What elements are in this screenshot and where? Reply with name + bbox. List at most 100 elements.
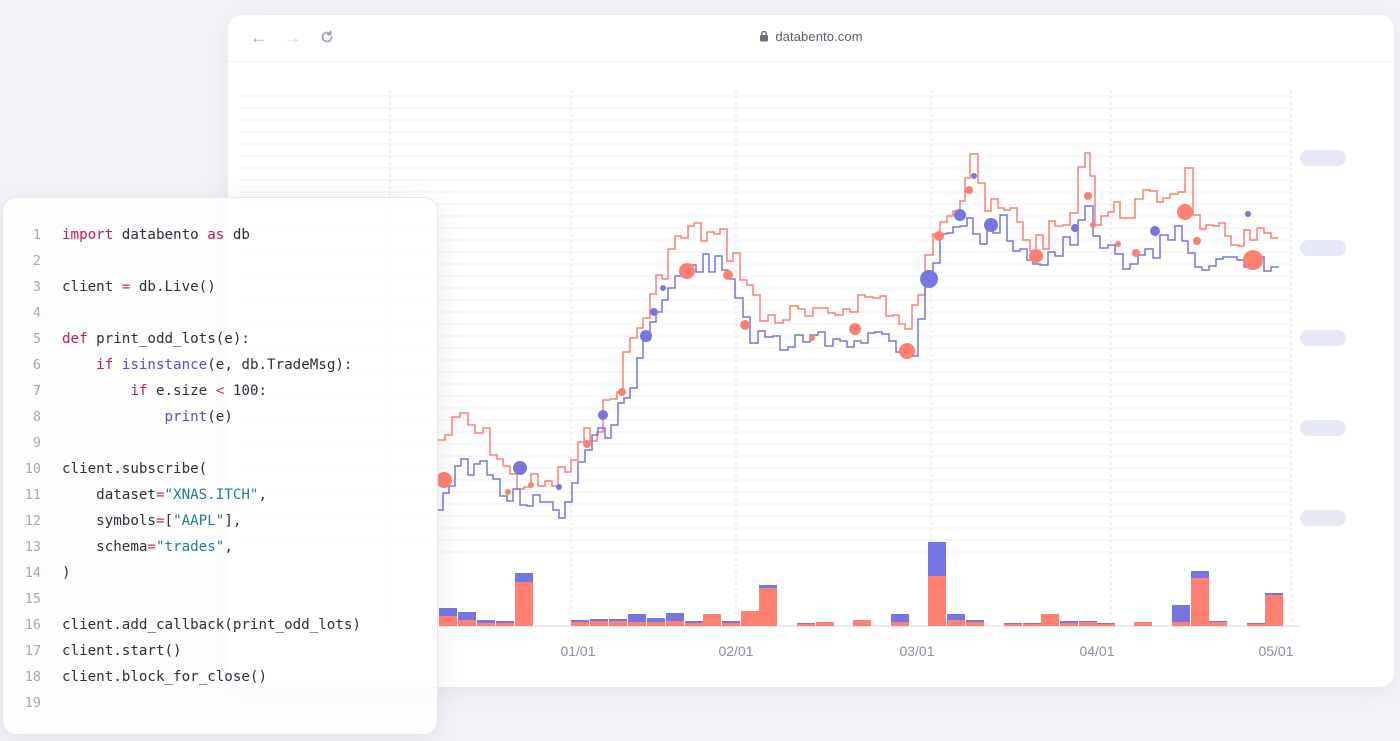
volume-bar-top [1247,623,1265,624]
line-number: 8 [32,409,41,425]
code-token: (e) [207,409,233,425]
code-text: client.start() [62,638,182,664]
volume-bar-bottom [666,621,684,626]
code-token: e.size [147,383,216,399]
code-line: 19 [3,690,437,716]
code-text: ) [62,560,71,586]
code-text: client = db.Live() [62,274,216,300]
y-tick-label-placeholder [1300,420,1346,436]
volume-bar-bottom [1209,622,1227,626]
code-line: 8 print(e) [3,404,437,430]
x-tick-label: 02/01 [718,643,753,659]
code-token: = [155,487,165,503]
volume-bar-top [1079,621,1097,622]
volume-bar-bottom [515,582,533,626]
volume-bar-top [1023,623,1041,624]
ask-trade-dot [583,440,591,448]
code-token [62,383,130,399]
code-token: , [258,487,268,503]
ask-trade-dot [1115,241,1121,247]
code-line: 1 import databento as db [3,222,437,248]
bid-price-line [437,205,1279,519]
volume-bar-top [496,621,514,623]
line-number: 11 [24,487,41,503]
x-tick-label: 04/01 [1079,643,1114,659]
code-text: def print_odd_lots(e): [62,326,250,352]
code-token: client.block_for_close() [62,669,267,685]
volume-bar-top [891,614,909,622]
code-line: 11 dataset="XNAS.ITCH", [3,482,437,508]
code-token [62,409,165,425]
reload-icon[interactable] [320,28,334,48]
ask-trade-dot [679,263,695,279]
forward-arrow-icon[interactable]: → [284,28,301,47]
code-token: , [224,539,233,555]
ask-trade-dot [436,472,452,488]
ask-trade-dot [965,186,973,194]
ask-trade-dot [809,335,815,341]
ask-trade-dot [934,231,944,241]
volume-bar-bottom [1191,578,1209,626]
volume-bar-top [1265,593,1283,595]
code-token: (e, db.TradeMsg): [207,357,353,373]
code-text: schema="trades", [62,534,233,560]
code-token: dataset [62,487,156,503]
volume-bar-top [722,621,740,623]
line-number: 14 [24,565,41,581]
code-token: as [207,227,225,243]
code-token: = [147,539,156,555]
line-number: 18 [24,669,41,685]
code-token: print_odd_lots(e): [87,331,250,347]
line-number: 13 [24,539,41,555]
line-number: 1 [32,227,41,243]
ask-trade-dot [1177,204,1193,220]
ask-trade-dot [723,270,733,280]
code-token: < [215,383,225,399]
code-token: 100: [224,383,268,399]
code-token: if [130,383,148,399]
ask-trade-dot [528,482,534,488]
line-number: 16 [24,617,41,633]
ask-trade-dot [505,489,511,495]
ask-trade-dot [899,343,915,359]
code-text: if e.size < 100: [62,378,267,404]
code-line: 7 if e.size < 100: [3,378,437,404]
ask-trade-dot [1132,249,1140,257]
bid-trade-dot [920,270,938,288]
code-text: client.add_callback(print_odd_lots) [62,612,361,638]
bid-trade-dot [650,308,658,316]
code-token: isinstance [121,357,208,373]
code-token: client [62,279,122,295]
volume-bar-bottom [928,576,946,626]
code-token: schema [62,539,148,555]
ask-trade-dot [740,320,750,330]
ask-trade-dot [1029,249,1043,263]
volume-bar-bottom [647,622,665,626]
code-token: [ [164,513,174,529]
volume-bar-top [609,619,627,621]
code-line: 9 [3,430,437,456]
address-bar[interactable]: databento.com [228,29,1394,45]
volume-bar-top [1209,621,1227,622]
code-line: 2 [3,248,437,274]
x-tick-label: 01/01 [560,643,595,659]
line-number: 17 [24,643,41,659]
line-number: 19 [24,695,41,711]
volume-bar-bottom [1041,614,1059,626]
volume-bar-top [947,614,965,620]
volume-bar-top [628,614,646,622]
volume-bar-bottom [496,623,514,626]
code-line: 17 client.start() [3,638,437,664]
volume-bar-bottom [722,623,740,626]
line-number: 3 [32,279,41,295]
code-line: 3 client = db.Live() [3,274,437,300]
volume-bar-top [1060,621,1078,623]
volume-bar-bottom [759,588,777,626]
bid-trade-dot [556,484,562,490]
code-text: print(e) [62,404,233,430]
ask-trade-dot [618,388,626,396]
code-line: 15 [3,586,437,612]
volume-bar-top [759,585,777,588]
back-arrow-icon[interactable]: ← [250,28,267,47]
